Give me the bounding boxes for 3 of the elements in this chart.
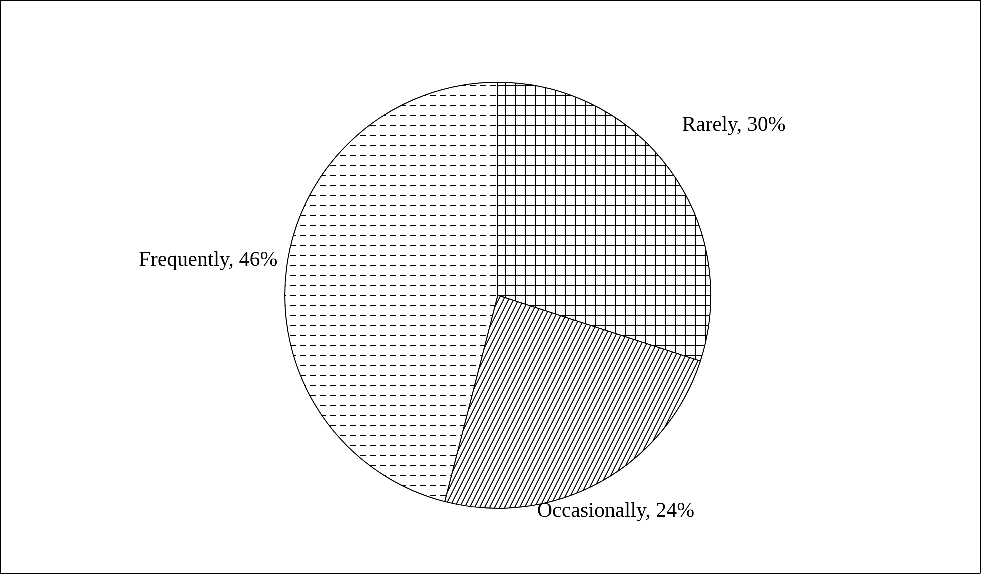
slice-label: Occasionally, 24% [537,498,695,522]
slice-label: Rarely, 30% [682,112,786,136]
slice-label: Frequently, 46% [139,246,278,271]
